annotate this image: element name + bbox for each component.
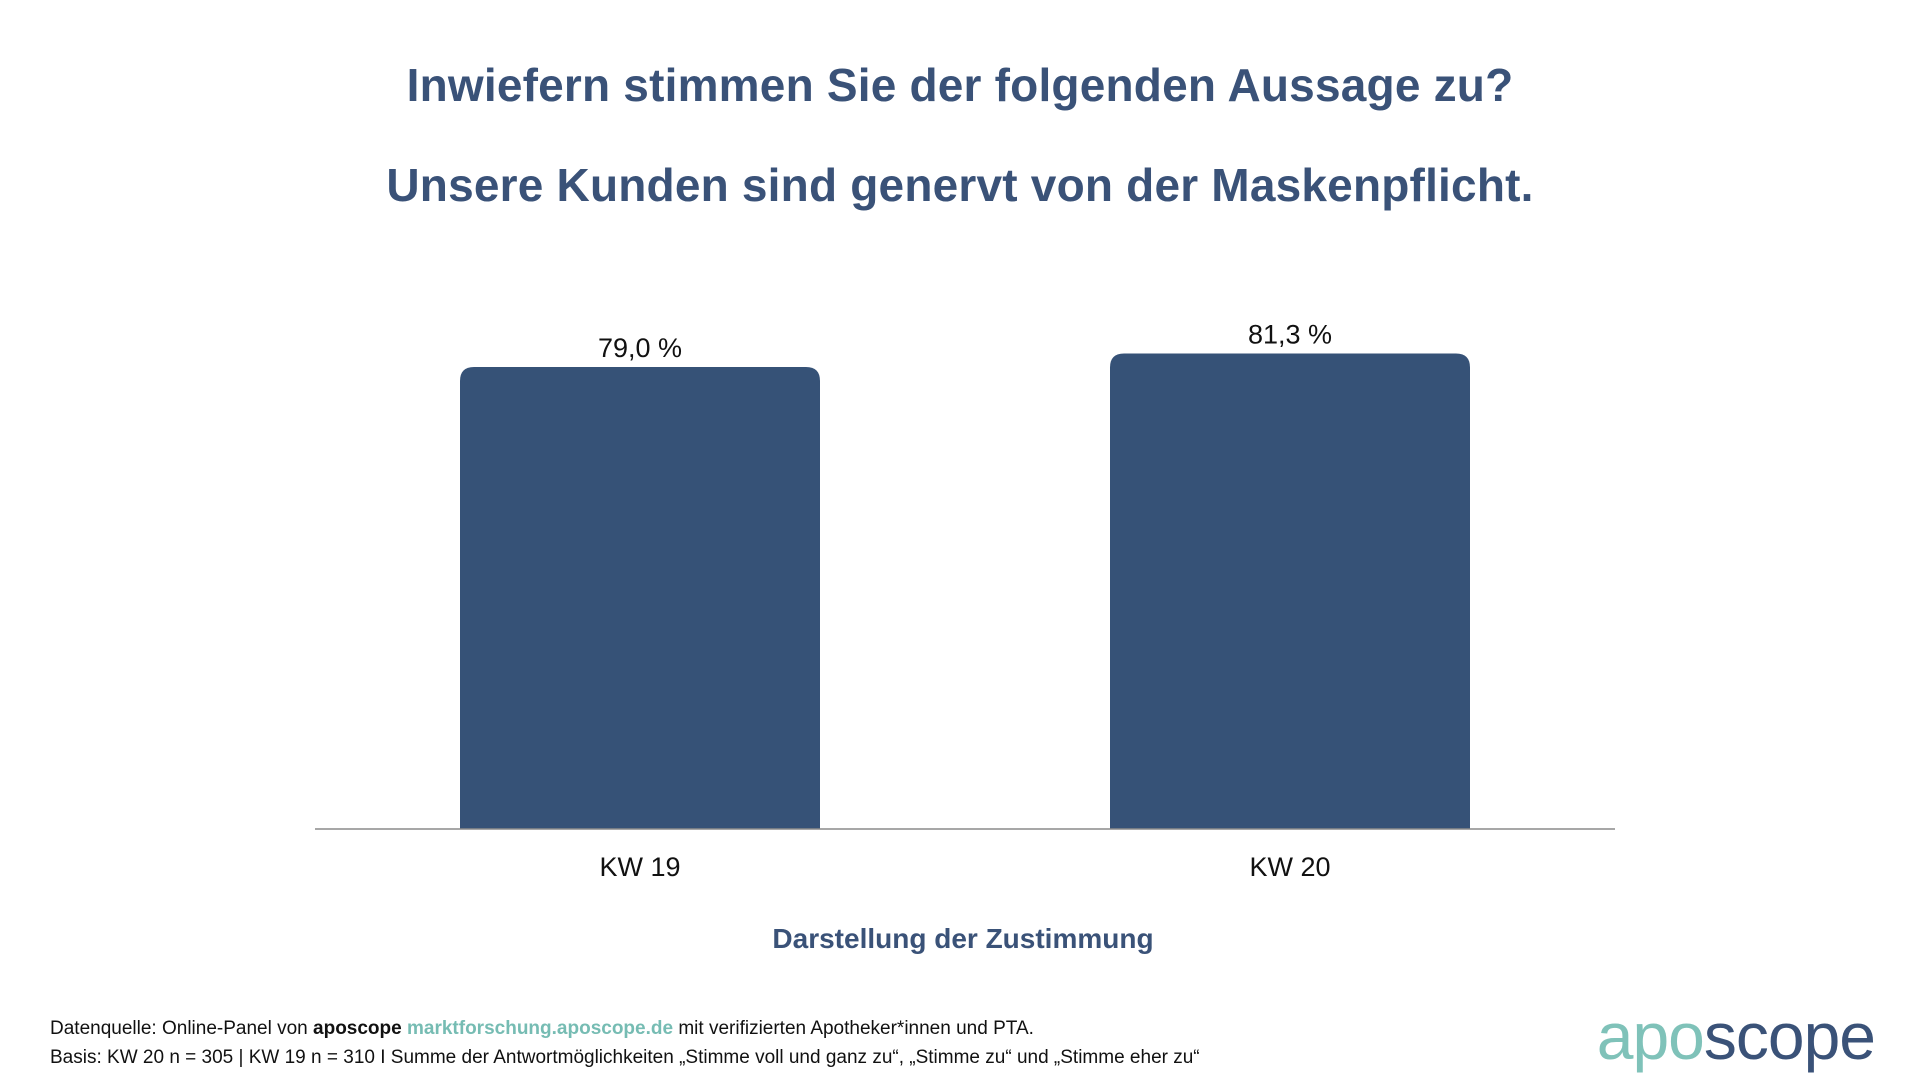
x-tick-label: KW 19: [599, 852, 680, 882]
data-label: 79,0 %: [598, 333, 682, 363]
logo-scope: scope: [1703, 999, 1876, 1073]
x-axis-title: Darstellung der Zustimmung: [772, 923, 1153, 954]
basis-line: Basis: KW 20 n = 305 | KW 19 n = 310 I S…: [50, 1047, 1200, 1068]
source-suffix: mit verifizierten Apotheker*innen und PT…: [673, 1018, 1034, 1039]
aposcope-logo: aposcope: [1596, 996, 1876, 1076]
bar-chart: 79,0 % KW 19 81,3 % KW 20 Darstellung der Z…: [315, 320, 1615, 954]
source-prefix: Datenquelle: Online-Panel von: [50, 1018, 314, 1039]
footer: Datenquelle: Online-Panel von aposcope m…: [50, 1014, 1200, 1072]
bar-kw-20: [1110, 353, 1470, 829]
data-source-line: Datenquelle: Online-Panel von aposcope m…: [50, 1014, 1200, 1043]
bar-kw-19: [460, 367, 820, 829]
x-tick-label: KW 20: [1249, 852, 1330, 882]
data-label: 81,3 %: [1248, 320, 1332, 350]
chart-subtitle: Unsere Kunden sind genervt von der Maske…: [386, 159, 1534, 211]
source-brand: aposcope: [313, 1018, 402, 1039]
chart-title: Inwiefern stimmen Sie der folgenden Auss…: [406, 59, 1514, 111]
logo-apo: apo: [1596, 999, 1705, 1073]
source-link[interactable]: marktforschung.aposcope.de: [407, 1018, 674, 1039]
